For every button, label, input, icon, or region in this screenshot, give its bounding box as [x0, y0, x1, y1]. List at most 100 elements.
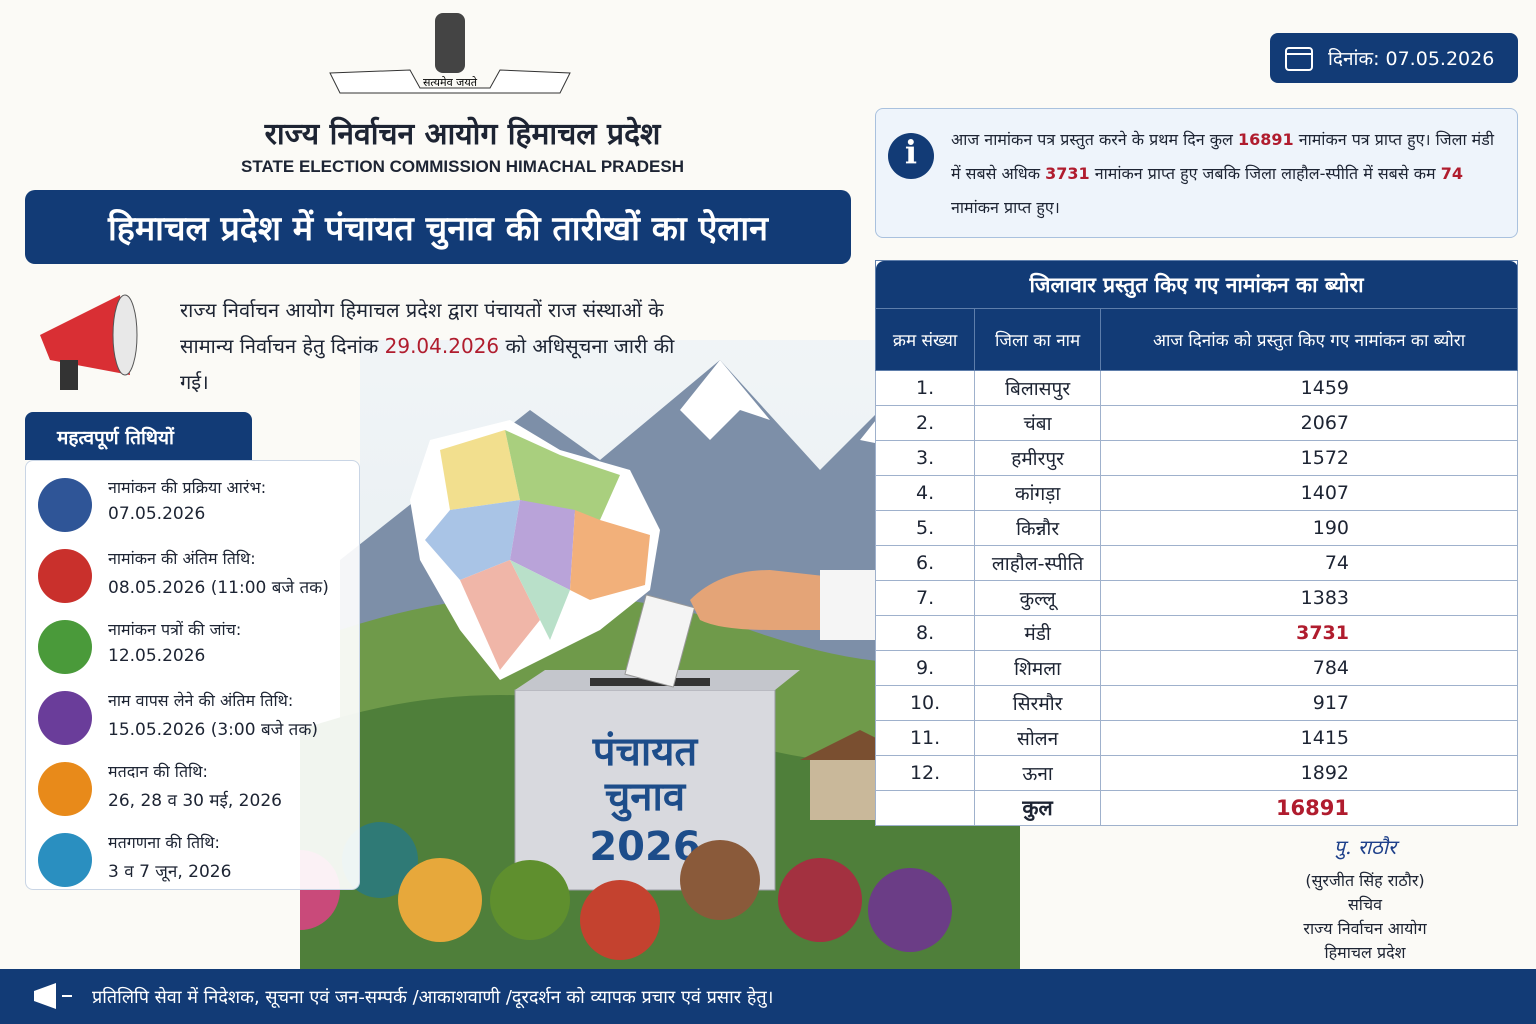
map-region: [425, 500, 520, 580]
footer-icon: [34, 983, 72, 1009]
date-value: 12.05.2026: [108, 646, 206, 666]
notice-text: को अधिसूचना जारी की गई।: [180, 334, 675, 394]
table-row: 8. मंडी 3731: [874, 615, 1518, 651]
nomination-count: 1415: [1100, 720, 1518, 756]
notice: राज्य निर्वाचन आयोग हिमाचल प्रदेश द्वारा…: [180, 292, 680, 400]
ballot-text: चुनाव: [604, 774, 687, 822]
district-table: जिलावार प्रस्तुत किए गए नामांकन का ब्योर…: [874, 260, 1518, 826]
signature-name: (सुरजीत सिंह राठौर): [1305, 871, 1425, 890]
table-row: 12. ऊना 1892: [874, 755, 1518, 791]
date-item: नामांकन की अंतिम तिथि: 08.05.2026 (11:00 …: [38, 545, 358, 609]
district-name: लाहौल-स्पीति: [974, 545, 1102, 581]
nomination-count: 1892: [1100, 755, 1518, 791]
footer: प्रतिलिपि सेवा में निदेशक, सूचना एवं जन-…: [0, 969, 1536, 1024]
nomination-count: 3731: [1100, 615, 1518, 651]
ballot-slot: [590, 678, 710, 686]
info-number: 16891: [1237, 130, 1294, 149]
table-row: 4. कांगड़ा 1407: [874, 475, 1518, 511]
footer-text: प्रतिलिपि सेवा में निदेशक, सूचना एवं जन-…: [92, 987, 774, 1008]
map-region: [440, 430, 520, 510]
district-name: हमीरपुर: [974, 440, 1102, 476]
info-text: आज नामांकन पत्र प्रस्तुत करने के प्रथम द…: [951, 123, 1496, 225]
ballot-text: 2026: [589, 824, 700, 870]
nomination-count: 784: [1100, 650, 1518, 686]
table-row: 1. बिलासपुर 1459: [874, 370, 1518, 406]
serial: 12.: [874, 755, 976, 791]
date-text: दिनांक: 07.05.2026: [1328, 48, 1495, 70]
district-name: चंबा: [974, 405, 1102, 441]
map-region: [510, 500, 575, 590]
serial: 9.: [874, 650, 976, 686]
date-value: 08.05.2026 (11:00 बजे तक): [108, 578, 329, 598]
map-region: [510, 560, 570, 640]
map-region: [505, 430, 620, 520]
date-value: 3 व 7 जून, 2026: [108, 862, 232, 882]
total-empty: [874, 790, 976, 826]
signature: पु. राठौर (सुरजीत सिंह राठौर) सचिव राज्य…: [1200, 835, 1530, 965]
banner: हिमाचल प्रदेश में पंचायत चुनाव की तारीखो…: [25, 190, 851, 264]
notice-text: राज्य निर्वाचन आयोग हिमाचल प्रदेश द्वारा…: [180, 298, 664, 358]
ballot-text: पंचायत: [592, 729, 699, 775]
table-row: 10. सिरमौर 917: [874, 685, 1518, 721]
table-row: 5. किन्नौर 190: [874, 510, 1518, 546]
date-icon: [38, 833, 92, 887]
nomination-count: 1407: [1100, 475, 1518, 511]
dates-card: [25, 460, 360, 890]
serial: 2.: [874, 405, 976, 441]
serial: 10.: [874, 685, 976, 721]
serial: 4.: [874, 475, 976, 511]
table-header: जिला का नाम: [974, 308, 1102, 371]
district-name: किन्नौर: [974, 510, 1102, 546]
date-icon: [38, 478, 92, 532]
district-name: कांगड़ा: [974, 475, 1102, 511]
table-row: 2. चंबा 2067: [874, 405, 1518, 441]
date-item: नामांकन की प्रक्रिया आरंभ: 07.05.2026: [38, 474, 358, 538]
date-value: 07.05.2026: [108, 504, 206, 524]
info-text: नामांकन पत्र प्राप्त हुए। जिला मंडी में …: [951, 130, 1494, 183]
table-row: 7. कुल्लू 1383: [874, 580, 1518, 616]
info-text: नामांकन प्राप्त हुए।: [951, 198, 1060, 217]
date-badge: दिनांक: 07.05.2026: [1270, 33, 1518, 83]
info-text: आज नामांकन पत्र प्रस्तुत करने के प्रथम द…: [951, 130, 1233, 149]
megaphone-icon: [40, 294, 138, 390]
district-name: शिमला: [974, 650, 1102, 686]
table-row: 6. लाहौल-स्पीति 74: [874, 545, 1518, 581]
date-label: नामांकन की प्रक्रिया आरंभ:: [108, 478, 267, 497]
date-item: मतदान की तिथि: 26, 28 व 30 मई, 2026: [38, 758, 358, 822]
district-name: कुल्लू: [974, 580, 1102, 616]
serial: 6.: [874, 545, 976, 581]
serial: 5.: [874, 510, 976, 546]
serial: 7.: [874, 580, 976, 616]
signature-designation: सचिव: [1347, 895, 1383, 914]
date-value: 15.05.2026 (3:00 बजे तक): [108, 720, 319, 740]
date-label: नामांकन की अंतिम तिथि:: [108, 549, 256, 568]
date-label: मतदान की तिथि:: [108, 762, 208, 781]
table-row: 11. सोलन 1415: [874, 720, 1518, 756]
ballot-paper: [624, 594, 696, 688]
total-row: कुल 16891: [874, 790, 1518, 826]
nomination-count: 1572: [1100, 440, 1518, 476]
table-header: क्रम संख्या: [874, 308, 976, 371]
emblem-motto: सत्यमेव जयते: [423, 76, 478, 89]
crowd: [300, 822, 952, 960]
emblem-lions: [435, 13, 465, 73]
signature-org: राज्य निर्वाचन आयोग: [1303, 919, 1427, 938]
emblem-scroll: [329, 69, 571, 94]
info-number: 74: [1440, 164, 1463, 183]
info-text: नामांकन प्राप्त हुए जबकि जिला लाहौल-स्पी…: [1094, 164, 1436, 183]
signature-sign: पु. राठौर: [1333, 835, 1397, 859]
date-label: नाम वापस लेने की अंतिम तिथि:: [108, 691, 294, 710]
district-name: सिरमौर: [974, 685, 1102, 721]
map-region: [570, 510, 650, 600]
table-row: 3. हमीरपुर 1572: [874, 440, 1518, 476]
signature-org: हिमाचल प्रदेश: [1324, 943, 1406, 962]
total-value: 16891: [1100, 790, 1518, 826]
nomination-count: 74: [1100, 545, 1518, 581]
info-icon: i: [888, 133, 934, 179]
nomination-count: 2067: [1100, 405, 1518, 441]
map-region: [460, 560, 540, 670]
table-title: जिलावार प्रस्तुत किए गए नामांकन का ब्योर…: [875, 260, 1518, 309]
snow: [680, 360, 770, 440]
date-label: मतगणना की तिथि:: [108, 833, 220, 852]
